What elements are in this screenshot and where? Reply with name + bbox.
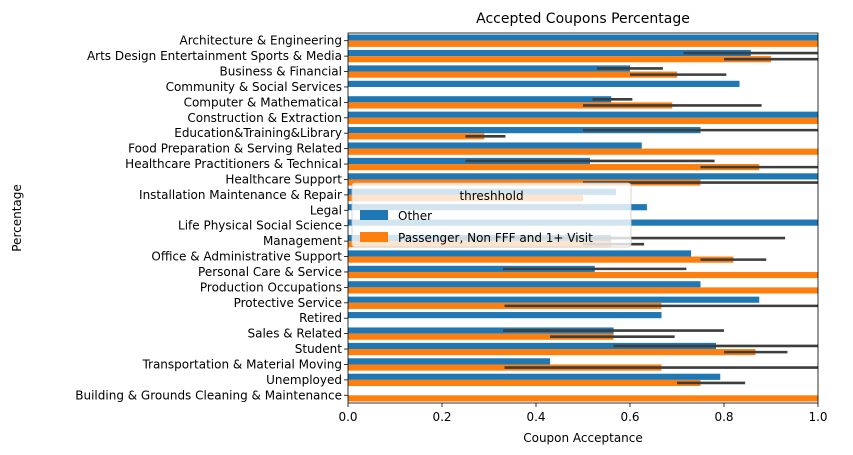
bar [348,96,612,103]
y-tick-label: Food Preparation & Serving Related [128,142,342,156]
bar [348,342,717,350]
bar [348,49,751,57]
bar [348,34,818,41]
x-axis-title: Coupon Acceptance [523,431,643,445]
y-tick-label: Business & Financial [220,65,342,79]
bar [348,271,818,279]
y-tick-label: Architecture & Engineering [180,34,342,48]
x-tick-label: 0.8 [714,410,733,424]
y-tick-label: Life Physical Social Science [178,219,342,233]
bar [348,40,818,47]
bar [348,395,818,402]
legend: threshhold Other Passenger, Non FFF and 1+… [351,182,632,248]
bar [348,142,642,149]
bar [348,71,677,78]
y-tick-label: Sales & Related [248,327,343,341]
y-tick-label: Installation Maintenance & Repair [139,188,342,202]
legend-label: Passenger, Non FFF and 1+ Visit [398,231,593,245]
y-tick-label: Healthcare Support [225,172,342,186]
bar [348,296,760,303]
x-tick-label: 1.0 [808,410,827,424]
y-tick-label: Legal [310,203,342,217]
bar [348,333,614,340]
y-tick-label: Personal Care & Service [198,265,342,279]
bar [348,358,551,365]
y-tick-label: Transportation & Material Moving [141,357,342,371]
y-tick-label: Management [263,234,342,248]
y-tick-label: Student [295,342,343,356]
bar [348,265,595,272]
legend-swatch [360,232,388,242]
bar [348,379,701,387]
legend-box [351,182,632,248]
bar [348,164,760,171]
y-tick-label: Production Occupations [200,280,342,294]
bar [348,102,673,109]
bar [348,148,818,155]
y-tick-label: Retired [299,311,342,325]
bar [348,250,692,257]
x-tick-label: 0.2 [432,410,451,424]
plot-frame [347,32,819,404]
bar [348,256,734,263]
bar [348,281,701,288]
y-tick-label: Healthcare Practitioners & Technical [125,157,342,171]
bar [348,349,756,356]
y-tick-label: Office & Administrative Support [151,250,342,264]
x-tick-label: 0.4 [526,410,545,424]
y-tick-label: Arts Design Entertainment Sports & Media [87,49,342,63]
bar [348,127,701,134]
y-tick-label: Construction & Extraction [187,111,342,125]
bar [348,179,701,186]
y-tick-label: Community & Social Services [166,80,342,94]
bar [348,327,614,334]
bar [348,65,630,72]
y-tick-label: Protective Service [234,296,342,310]
legend-title: threshhold [459,189,523,203]
bar [348,111,818,118]
bar [348,80,740,87]
bar [348,173,818,180]
bar [348,56,771,63]
legend-label: Other [398,209,432,223]
y-tick-label: Computer & Mathematical [184,95,342,109]
x-tick-label: 0.0 [338,410,357,424]
x-tick-label: 0.6 [620,410,639,424]
bar [348,287,818,294]
bar [348,312,662,319]
y-tick-label: Education&Training&Library [174,126,342,140]
bar [348,373,721,380]
y-tick-label: Unemployed [266,373,342,387]
chart-title: Accepted Coupons Percentage [476,11,690,27]
bar [348,117,818,124]
bar [348,133,485,140]
y-axis-title: Percentage [10,184,24,252]
legend-swatch [360,210,388,220]
y-tick-label: Building & Grounds Cleaning & Maintenanc… [75,388,342,402]
